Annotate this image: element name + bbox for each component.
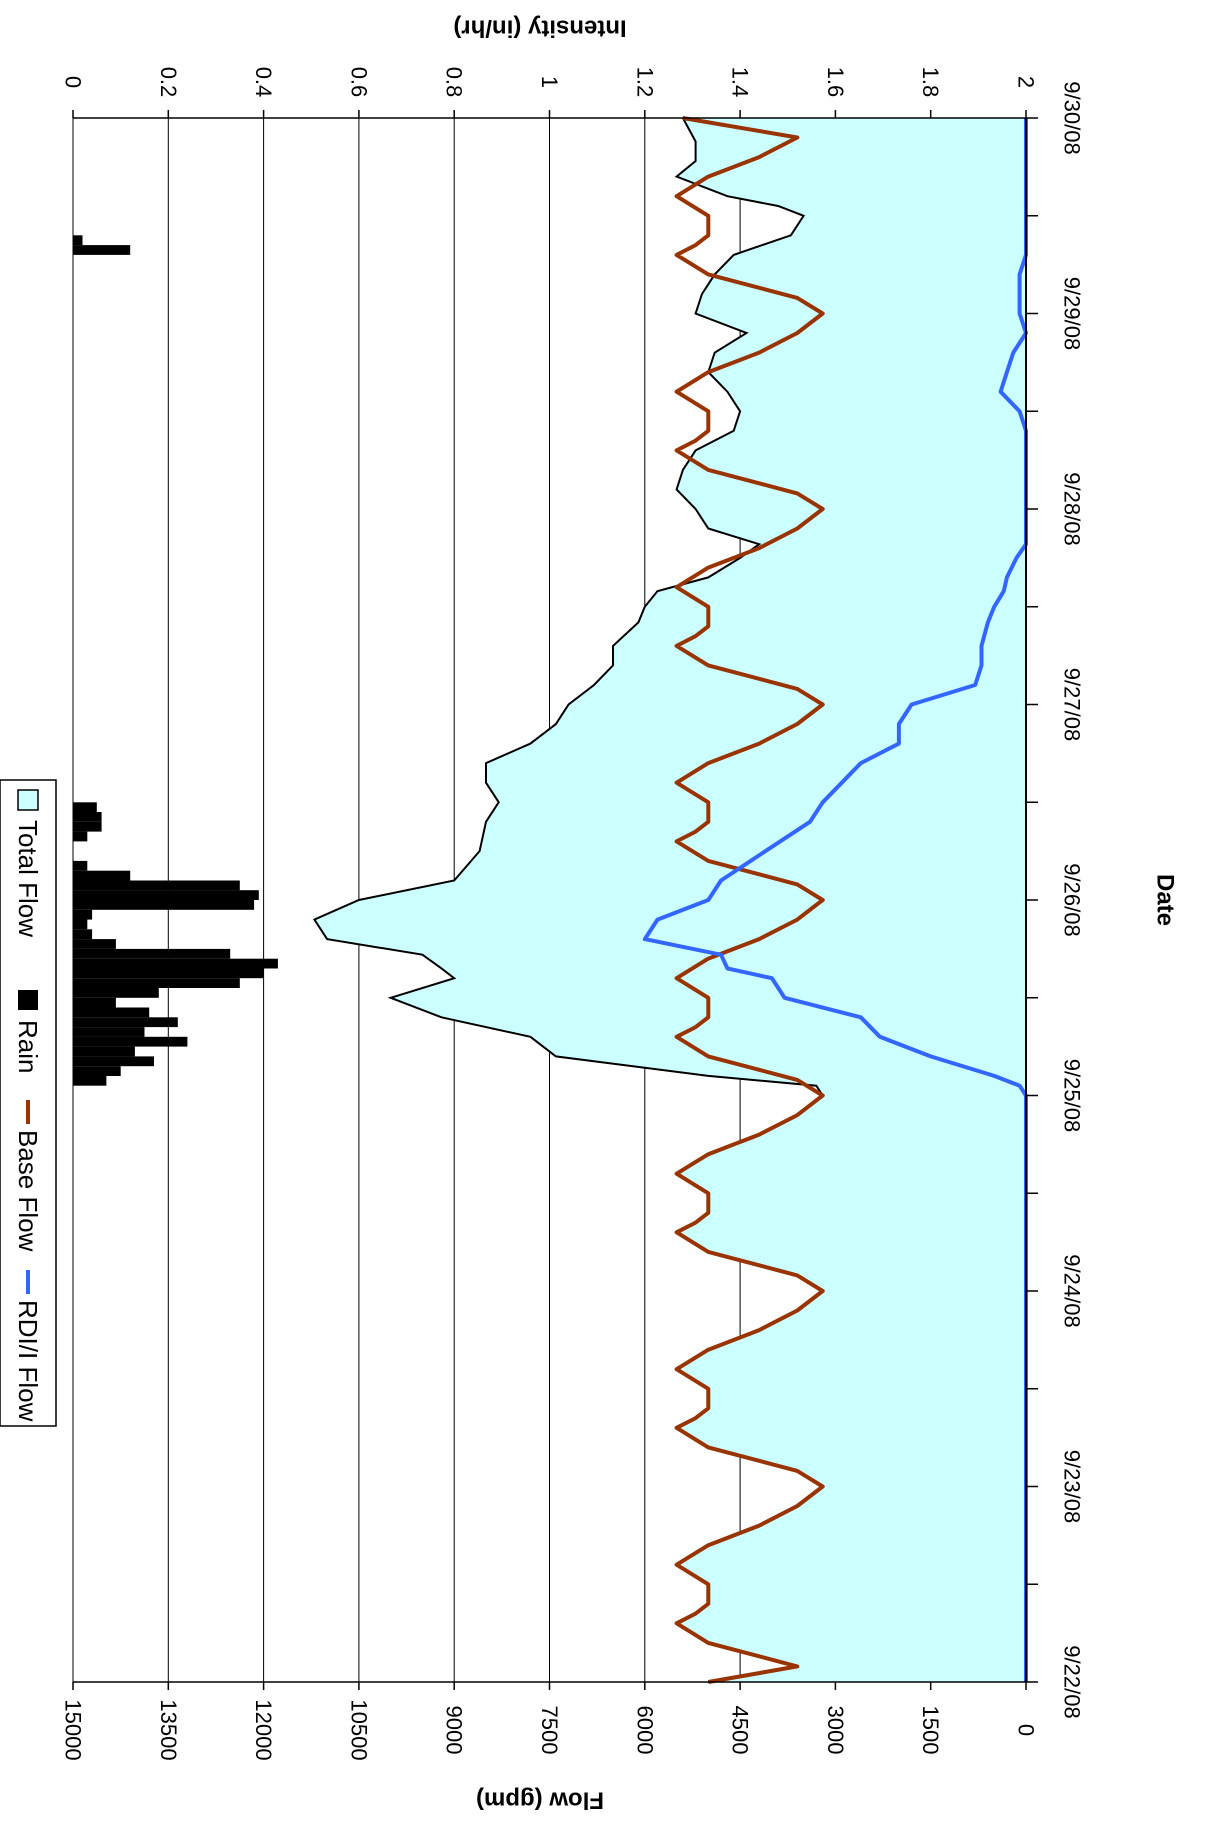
legend-rain: Rain (13, 990, 43, 1073)
rain-bar (73, 958, 278, 969)
intensity-tick-label: 0.4 (251, 67, 276, 98)
flow-tick-label: 10500 (346, 1699, 371, 1760)
rain-bar (73, 1027, 145, 1037)
legend-total-flow: Total Flow (13, 789, 43, 937)
intensity-tick-label: 0.6 (346, 67, 371, 98)
rain-bar (73, 939, 116, 949)
rain-bar (73, 909, 93, 920)
date-axis-title: Date (1152, 874, 1179, 926)
flow-axis-title: Flow (gpm) (476, 1787, 604, 1814)
rain-bar (73, 1046, 135, 1057)
rain-bar (73, 997, 116, 1008)
rain-bar (73, 860, 88, 871)
intensity-tick-label: 2 (1014, 76, 1039, 88)
rain-bar (73, 968, 264, 979)
date-tick-label: 9/23/08 (1060, 1450, 1085, 1523)
date-tick-label: 9/29/08 (1060, 277, 1085, 350)
rain-bar (73, 802, 97, 813)
rain-bar (73, 1056, 154, 1067)
rain-bar (73, 1066, 121, 1076)
intensity-tick-label: 0 (61, 76, 86, 88)
intensity-tick-label: 1.4 (728, 67, 753, 98)
rain-bar (73, 1075, 107, 1086)
intensity-tick-label: 1.6 (823, 67, 848, 98)
rain-bar (73, 948, 231, 959)
total-flow-area (314, 118, 1026, 1682)
intensity-tick-label: 0.8 (442, 67, 467, 98)
date-tick-label: 9/25/08 (1060, 1059, 1085, 1132)
rain-bar (73, 870, 131, 881)
chart-legend: Total Flow Rain Base Flow RDI/I Flow (0, 779, 57, 1427)
rain-bar (73, 988, 159, 998)
intensity-tick-label: 0.2 (156, 67, 181, 98)
date-tick-label: 9/26/08 (1060, 863, 1085, 936)
date-tick-label: 9/22/08 (1060, 1645, 1085, 1718)
flow-tick-label: 6000 (632, 1706, 657, 1755)
legend-label: Total Flow (13, 820, 43, 937)
base-flow-line (674, 116, 825, 1684)
flow-tick-label: 7500 (537, 1706, 562, 1755)
rain-bar (73, 919, 88, 930)
rain-bar (73, 978, 240, 988)
rain-bar (73, 890, 259, 900)
flow-tick-label: 0 (1014, 1724, 1039, 1736)
legend-rdii-flow: RDI/I Flow (13, 1270, 43, 1422)
flow-tick-label: 13500 (156, 1699, 181, 1760)
rain-bar (73, 900, 255, 910)
flow-tick-label: 12000 (251, 1699, 276, 1760)
rdii-flow-line (642, 118, 1028, 1682)
rain-bar (73, 1036, 188, 1047)
legend-base-flow: Base Flow (13, 1100, 43, 1252)
rain-bar (73, 831, 88, 842)
rain-bar (73, 812, 102, 822)
date-tick-label: 9/24/08 (1060, 1254, 1085, 1327)
legend-swatch (18, 990, 38, 1010)
intensity-tick-label: 1 (537, 76, 562, 88)
rain-bar (73, 245, 131, 255)
rain-bar (73, 1017, 178, 1028)
intensity-tick-label: 1.8 (918, 67, 943, 98)
plot-layer: 9/22/08 9/23/08 9/24/08 9/25/08 9/26/08 9/27/… (0, 15, 1179, 1814)
rain-bar (73, 880, 240, 891)
legend-swatch (17, 789, 39, 811)
flow-tick-label: 1500 (918, 1706, 943, 1755)
rain-bar (73, 1007, 150, 1018)
flow-tick-label: 4500 (728, 1706, 753, 1755)
rain-bar (73, 929, 93, 940)
flow-tick-label: 9000 (442, 1706, 467, 1755)
intensity-axis-title: Intensity (in/hr) (453, 15, 626, 42)
legend-label: Base Flow (13, 1130, 43, 1252)
rain-bar (73, 821, 102, 832)
date-tick-label: 9/28/08 (1060, 472, 1085, 545)
legend-label: RDI/I Flow (13, 1300, 43, 1422)
flow-tick-label: 3000 (823, 1706, 848, 1755)
rain-bar (73, 235, 83, 246)
date-tick-label: 9/27/08 (1060, 668, 1085, 741)
intensity-tick-label: 1.2 (632, 67, 657, 98)
legend-label: Rain (13, 1020, 43, 1073)
flow-tick-label: 15000 (61, 1699, 86, 1760)
date-tick-label: 9/30/08 (1060, 81, 1085, 154)
